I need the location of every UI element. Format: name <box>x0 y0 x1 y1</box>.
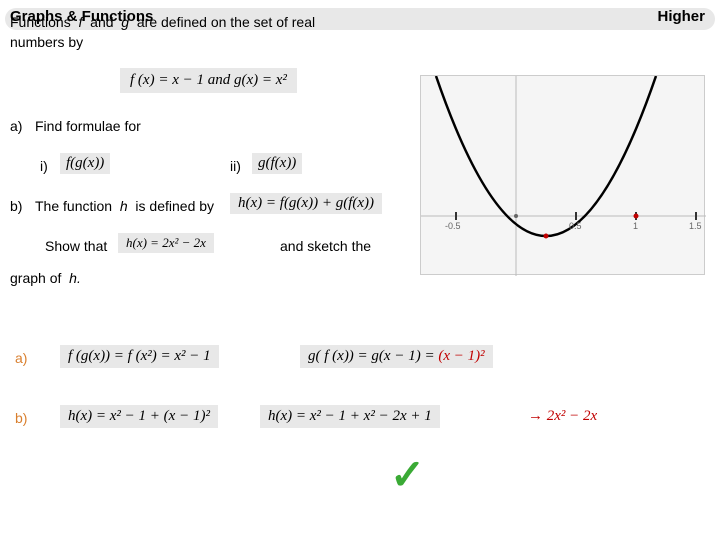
part-b-h: h <box>120 198 128 214</box>
part-b-text: The function h is defined by <box>35 198 214 214</box>
answer-a-right-prefix: g( f (x)) = g(x − 1) = <box>308 348 438 364</box>
xtick-neg05: -0.5 <box>445 221 461 231</box>
part-b-text2: is defined by <box>135 198 214 214</box>
answer-a-right: g( f (x)) = g(x − 1) = (x − 1)² <box>300 345 493 368</box>
answer-b-left: h(x) = x² − 1 + (x − 1)² <box>60 405 218 428</box>
graph-svg <box>421 76 706 276</box>
intro-and: and <box>90 14 113 30</box>
part-b-text1: The function <box>35 198 112 214</box>
checkmark-icon: ✓ <box>390 450 425 499</box>
answer-a-left: f (g(x)) = f (x²) = x² − 1 <box>60 345 219 368</box>
part-b-show: Show that <box>45 238 107 254</box>
part-a-label: a) <box>10 118 22 134</box>
part-b-graph-text: graph of <box>10 270 61 286</box>
xtick-15: 1.5 <box>689 221 702 231</box>
part-a-text: Find formulae for <box>35 118 141 134</box>
part-b-show-formula: h(x) = 2x² − 2x <box>118 233 214 253</box>
answer-b-right-text: 2x² − 2x <box>547 408 597 424</box>
part-a-ii: ii) <box>230 158 241 174</box>
formula-main: f (x) = x − 1 and g(x) = x² <box>120 68 297 93</box>
xtick-1: 1 <box>633 221 638 231</box>
part-a-i: i) <box>40 158 48 174</box>
intro-f: f <box>78 14 82 30</box>
part-b-graph: graph of h. <box>10 270 81 286</box>
graph-panel: -0.5 0.5 1 1.5 <box>420 75 705 275</box>
answer-b-label: b) <box>15 410 27 426</box>
answer-b-mid: h(x) = x² − 1 + x² − 2x + 1 <box>260 405 440 428</box>
part-b-label: b) <box>10 198 22 214</box>
answer-b-right: → 2x² − 2x <box>520 405 605 428</box>
intro-line2: numbers by <box>10 34 83 50</box>
intro-word: Functions <box>10 14 71 30</box>
intro-line1: Functions f and g are defined on the set… <box>10 14 315 30</box>
level-label: Higher <box>657 8 705 25</box>
intro-rest: are defined on the set of real <box>137 14 315 30</box>
answer-a-right-red: (x − 1)² <box>438 348 484 364</box>
answer-a-label: a) <box>15 350 27 366</box>
arrow-icon: → <box>528 408 543 424</box>
part-b-graph-h: h. <box>69 270 81 286</box>
part-b-formula: h(x) = f(g(x)) + g(f(x)) <box>230 193 382 214</box>
part-a-ii-formula: g(f(x)) <box>252 153 302 174</box>
part-a-i-formula: f(g(x)) <box>60 153 110 174</box>
intro-g: g <box>121 14 129 30</box>
part-b-sketch: and sketch the <box>280 238 371 254</box>
xtick-05: 0.5 <box>569 221 582 231</box>
